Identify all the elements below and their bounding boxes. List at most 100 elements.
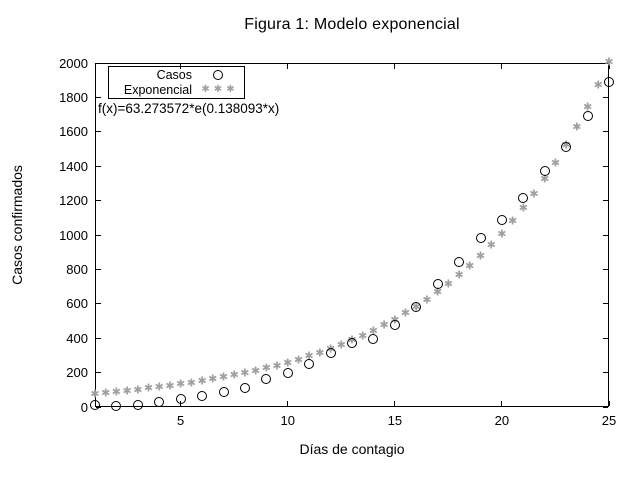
y-tick-label: 400 — [66, 330, 88, 346]
data-point-star: ✱ — [486, 239, 496, 252]
data-point-circle — [132, 399, 143, 410]
star-icon: ✱ — [201, 84, 210, 95]
y-tick-right — [603, 303, 608, 305]
data-point-star: ✱ — [111, 385, 122, 398]
data-point-star: ✱ — [572, 120, 582, 133]
model-equation-annotation: f(x)=63.273572*e(0.138093*x) — [98, 101, 280, 116]
y-tick-right — [603, 372, 608, 374]
data-point-star: ✱ — [336, 339, 346, 352]
data-point-star: ✱ — [283, 356, 293, 369]
y-tick-left — [96, 131, 101, 133]
data-point-star: ✱ — [433, 286, 443, 299]
x-tick-top — [394, 64, 396, 69]
data-point-star: ✱ — [240, 367, 250, 380]
y-tick-left — [96, 96, 101, 98]
data-point-circle — [261, 374, 272, 385]
data-point-circle — [518, 193, 529, 204]
data-point-star: ✱ — [368, 325, 379, 338]
data-point-star: ✱ — [272, 359, 282, 372]
x-tick-label: 25 — [601, 413, 617, 428]
data-point-circle — [496, 214, 507, 225]
y-tick-left — [96, 200, 101, 202]
y-tick-right — [603, 406, 608, 408]
data-point-star: ✱ — [304, 350, 314, 363]
legend-item-exponencial: Exponencial ✱ ✱ ✱ — [109, 83, 244, 98]
y-tick-label: 1000 — [59, 227, 88, 243]
y-axis-label: Casos confirmados — [9, 165, 25, 285]
data-point-star: ✱ — [101, 386, 111, 399]
legend-marker-open-circle — [192, 70, 244, 80]
y-tick-left — [96, 372, 101, 374]
x-tick-label: 10 — [280, 413, 295, 428]
data-point-star: ✱ — [508, 215, 518, 228]
data-point-star: ✱ — [133, 383, 143, 396]
y-tick-label: 600 — [66, 296, 88, 312]
y-tick-right — [603, 131, 608, 133]
data-point-star: ✱ — [358, 330, 368, 343]
data-point-star: ✱ — [582, 100, 593, 113]
y-tick-label: 2000 — [59, 55, 88, 71]
legend-item-casos: Casos — [109, 68, 244, 83]
data-point-star: ✱ — [154, 381, 164, 394]
data-point-circle — [389, 320, 400, 331]
y-tick-label: 800 — [66, 261, 88, 277]
data-point-circle — [582, 111, 593, 122]
data-point-circle — [432, 278, 443, 289]
data-point-star: ✱ — [229, 369, 239, 382]
legend-label: Casos — [156, 67, 192, 82]
y-tick-left — [96, 62, 101, 64]
y-tick-right — [603, 165, 608, 167]
y-tick-left — [96, 234, 101, 236]
data-point-circle — [368, 333, 379, 344]
data-point-circle — [475, 232, 486, 243]
data-point-star: ✱ — [390, 313, 400, 326]
y-tick-right — [603, 96, 608, 98]
data-point-star: ✱ — [218, 371, 229, 384]
data-point-circle — [411, 302, 422, 313]
data-point-circle — [539, 165, 550, 176]
x-axis-label: Días de contagio — [299, 441, 405, 457]
data-point-circle — [282, 367, 293, 378]
data-point-circle — [347, 338, 357, 349]
y-tick-right — [603, 268, 608, 270]
y-tick-right — [603, 337, 608, 339]
data-point-star: ✱ — [550, 156, 561, 169]
x-tick-bottom — [501, 401, 503, 406]
data-point-circle — [304, 359, 315, 369]
legend: Casos Exponencial ✱ ✱ ✱ — [108, 66, 245, 99]
data-point-circle — [239, 382, 250, 393]
x-tick-label: 20 — [494, 413, 510, 428]
x-tick-top — [287, 64, 289, 69]
data-point-circle — [218, 387, 229, 398]
y-tick-label: 0 — [80, 399, 88, 415]
y-tick-label: 1600 — [59, 124, 88, 140]
data-point-circle — [90, 399, 100, 410]
data-point-star: ✱ — [443, 278, 453, 291]
y-tick-right — [603, 200, 608, 202]
data-point-star: ✱ — [604, 56, 614, 69]
data-point-star: ✱ — [593, 79, 603, 92]
data-point-star: ✱ — [293, 353, 304, 366]
x-tick-label: 5 — [177, 413, 185, 428]
data-point-star: ✱ — [497, 227, 507, 240]
legend-label: Exponencial — [123, 82, 192, 97]
y-tick-left — [96, 165, 101, 167]
y-tick-left — [96, 303, 101, 305]
data-point-star: ✱ — [208, 373, 218, 386]
data-point-circle — [325, 347, 336, 358]
data-point-circle — [561, 142, 572, 153]
x-tick-label: 15 — [387, 413, 403, 428]
data-point-star: ✱ — [90, 387, 100, 400]
x-tick-bottom — [287, 401, 289, 406]
data-point-star: ✱ — [422, 294, 432, 307]
data-point-star: ✱ — [379, 319, 389, 332]
data-point-circle — [197, 390, 208, 401]
data-point-circle — [175, 394, 186, 405]
y-tick-right — [603, 234, 608, 236]
data-point-circle — [604, 76, 614, 87]
data-point-star: ✱ — [186, 377, 196, 390]
y-tick-left — [96, 337, 101, 339]
data-point-star: ✱ — [176, 378, 186, 391]
data-point-star: ✱ — [400, 307, 411, 320]
x-tick-top — [501, 64, 503, 69]
